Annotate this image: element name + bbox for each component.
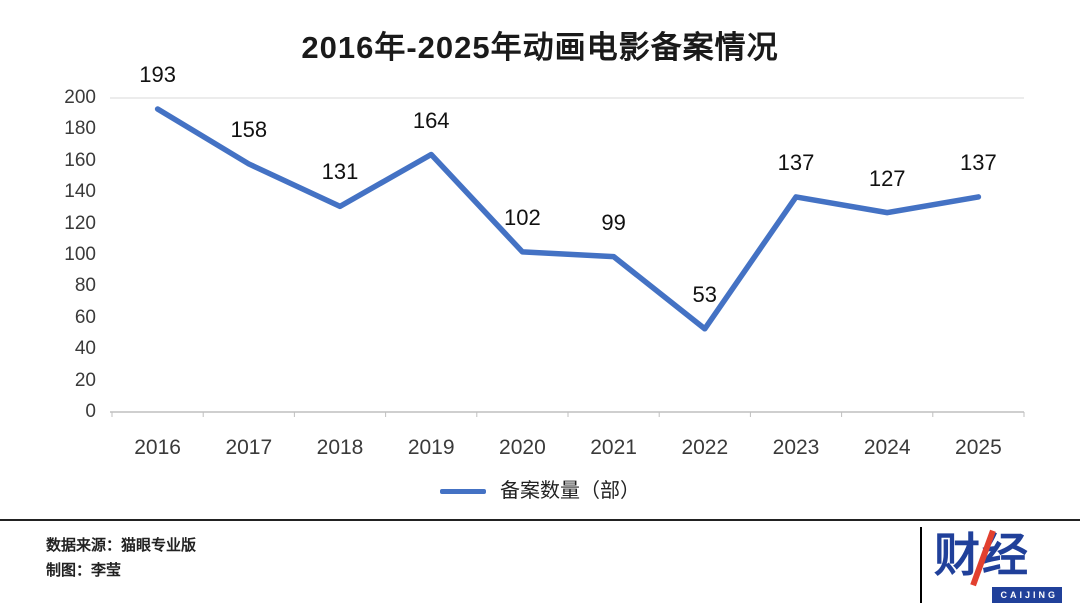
footer-divider [0, 519, 1080, 521]
data-label: 193 [139, 61, 176, 87]
chart-title: 2016年-2025年动画电影备案情况 [301, 30, 779, 65]
data-label: 158 [230, 116, 268, 142]
y-tick-label: 100 [64, 244, 96, 265]
y-tick-label: 180 [64, 118, 96, 140]
legend-label: 备案数量（部） [500, 480, 640, 502]
series-line [154, 106, 982, 332]
x-tick-label: 2019 [407, 436, 455, 459]
data-label: 99 [601, 209, 626, 235]
footer: 数据来源：猫眼专业版 制图：李莹 [46, 533, 196, 583]
x-tick-label: 2016 [134, 436, 181, 459]
x-tick-label: 2023 [772, 436, 820, 459]
data-label: 137 [960, 149, 997, 175]
legend: 备案数量（部） [0, 478, 1080, 504]
data-label: 127 [868, 165, 906, 191]
y-tick-label: 200 [64, 87, 96, 108]
logo-text: 财经 [934, 527, 1062, 583]
x-tick-label: 2021 [590, 436, 637, 459]
x-tick-label: 2025 [955, 436, 1002, 459]
y-tick-label: 20 [74, 369, 96, 391]
logo-subtext: CAIJING [992, 587, 1062, 603]
y-tick-label: 80 [74, 275, 96, 297]
legend-line-marker [440, 488, 486, 494]
x-tick-label: 2017 [225, 436, 273, 459]
y-tick-label: 140 [64, 181, 96, 203]
y-tick-label: 40 [74, 338, 96, 360]
data-label: 53 [692, 281, 718, 307]
data-label: 131 [321, 159, 359, 185]
y-tick-label: 60 [74, 306, 96, 328]
data-label: 102 [504, 204, 541, 230]
x-tick-label: 2024 [863, 436, 911, 459]
x-tick-label: 2022 [681, 436, 729, 459]
caijing-logo: 财经 CAIJING [920, 527, 1062, 603]
y-tick-label: 120 [64, 212, 96, 234]
y-tick-label: 0 [85, 401, 96, 422]
data-source-text: 数据来源：猫眼专业版 [46, 537, 197, 554]
data-label: 164 [412, 107, 450, 133]
y-tick-label: 160 [64, 149, 96, 171]
x-tick-label: 2020 [499, 436, 546, 459]
data-label: 137 [777, 149, 815, 175]
credit-text: 制图：李莹 [46, 562, 122, 579]
x-tick-label: 2018 [316, 436, 364, 459]
